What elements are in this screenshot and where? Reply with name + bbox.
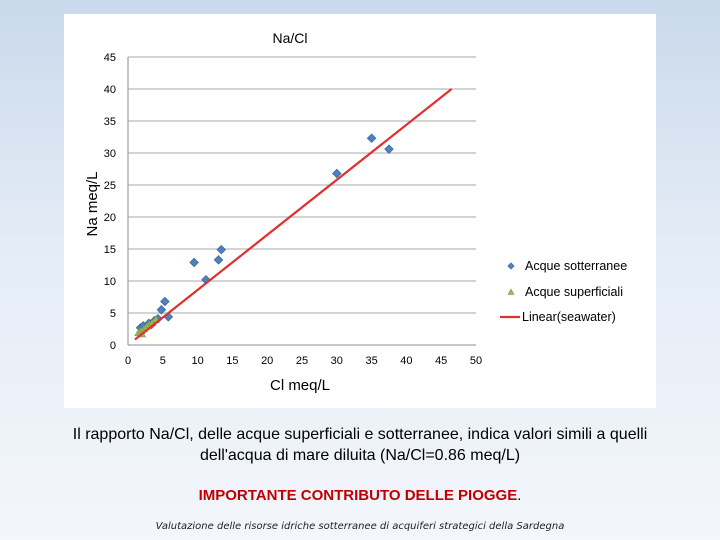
y-tick-label: 0 [110,340,116,352]
x-tick-label: 0 [125,355,131,367]
chart-panel: 0 5 10 15 20 25 30 35 40 45 0 5 10 15 20 25 30 35 40 45 50 Na… [64,14,656,408]
highlight-text: IMPORTANTE CONTRIBUTO DELLE PIOGGE. [40,487,680,504]
y-tick-label: 30 [104,148,116,160]
highlight-suffix: . [517,487,522,504]
chart-title: Na/Cl [272,30,307,46]
x-tick-label: 5 [160,355,166,367]
x-tick-label: 20 [261,355,273,367]
y-tick-label: 40 [104,84,116,96]
y-tick-label: 35 [104,116,116,128]
x-tick-label: 30 [331,355,343,367]
x-tick-label: 25 [296,355,308,367]
groundwater-point [189,257,199,268]
y-tick-label: 10 [104,276,116,288]
y-axis-label: Na meq/L [84,171,101,236]
groundwater-point [213,255,224,265]
y-tick-label: 45 [104,52,116,64]
chart-svg: 0 5 10 15 20 25 30 35 40 45 0 5 10 15 20 25 30 35 40 45 50 Na… [84,30,627,394]
groundwater-point [160,296,170,307]
x-tick-label: 10 [191,355,203,367]
legend-label: Acque superficiali [525,285,623,299]
seawater-regression-line [134,88,453,341]
legend-label: Acque sotterranee [525,259,627,273]
highlight-main: IMPORTANTE CONTRIBUTO DELLE PIOGGE [198,487,518,504]
x-tick-label: 15 [226,355,238,367]
groundwater-point [366,133,377,144]
y-tick-label: 5 [110,308,116,320]
groundwater-point [156,305,167,315]
groundwater-point [332,168,342,179]
y-tick-label: 20 [104,212,116,224]
y-tick-label: 25 [104,180,116,192]
caption-text: Il rapporto Na/Cl, delle acque superfici… [72,426,648,464]
x-tick-label: 45 [435,355,447,367]
x-tick-label: 50 [470,355,482,367]
legend-marker [507,262,515,270]
groundwater-point [384,144,394,154]
x-axis-label: Cl meq/L [270,377,330,394]
groundwater-point [216,244,227,255]
footer-text: Valutazione delle risorse idriche sotter… [155,521,565,532]
legend-label: Linear(seawater) [522,310,616,324]
legend-marker [507,288,515,295]
x-tick-label: 35 [365,355,377,367]
y-tick-label: 15 [104,244,116,256]
x-tick-label: 40 [400,355,412,367]
